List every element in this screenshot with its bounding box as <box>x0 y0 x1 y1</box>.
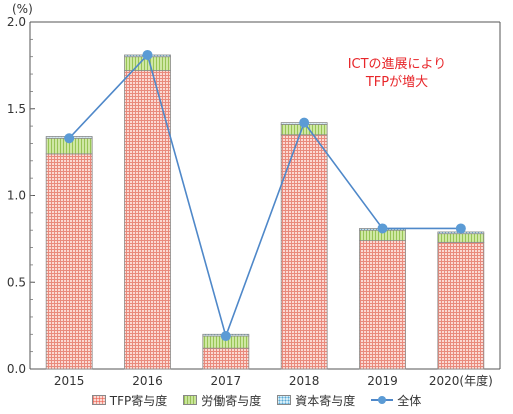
total-line-path <box>68 53 461 339</box>
y-tick-label: 1.0 <box>7 189 26 203</box>
legend-label-labor: 労働寄与度 <box>201 393 262 408</box>
x-unit-label: (年度) <box>459 373 492 388</box>
y-unit-label: (%) <box>12 2 33 16</box>
legend-item-labor: 労働寄与度 <box>183 392 261 409</box>
x-tick-label: 2016 <box>132 374 163 388</box>
x-tick-label: 2015 <box>54 374 85 388</box>
total-point <box>455 223 466 234</box>
x-tick-label: 2019 <box>367 374 398 388</box>
legend-item-capital: 資本寄与度 <box>277 392 355 409</box>
bars <box>45 54 485 370</box>
y-tick-label: 0.0 <box>7 362 26 376</box>
legend-label-tfp: TFP寄与度 <box>109 393 168 408</box>
total-point <box>220 331 231 342</box>
bar-tfp <box>202 347 250 370</box>
bar-tfp <box>359 240 406 370</box>
total-point <box>64 133 75 144</box>
total-point <box>377 223 388 234</box>
legend: TFP寄与度 労働寄与度 資本寄与度 全体 <box>0 389 513 411</box>
legend-swatch-tfp <box>91 395 106 405</box>
y-tick-label: 0.5 <box>7 275 26 289</box>
y-tick-label: 2.0 <box>7 15 26 29</box>
annotation-line-2: TFPが増大 <box>365 75 428 90</box>
legend-item-total: 全体 <box>371 392 421 409</box>
bar-tfp <box>280 134 328 370</box>
x-tick-label: 2018 <box>289 374 320 388</box>
legend-item-tfp: TFP寄与度 <box>91 392 168 409</box>
legend-swatch-capital <box>277 395 292 405</box>
axes: 0.0 0.5 1.0 1.5 2.0 2015 2016 2017 2018 2019 2020(… <box>7 15 501 388</box>
annotation-line-1: ICTの進展により <box>348 57 447 72</box>
bar-tfp <box>437 241 485 370</box>
total-line <box>64 49 466 342</box>
legend-swatch-total <box>371 395 394 405</box>
x-tick-label: 2017 <box>211 374 242 388</box>
x-tick-label: 2020(年度) <box>429 373 493 388</box>
bar-tfp <box>45 153 93 370</box>
bar-labor <box>437 233 485 243</box>
bar-tfp <box>124 70 171 370</box>
y-tick-label: 1.5 <box>7 102 26 116</box>
legend-label-capital: 資本寄与度 <box>295 393 356 408</box>
legend-swatch-labor <box>183 395 198 405</box>
legend-label-total: 全体 <box>397 393 422 408</box>
chart-area: (%) 0.0 0.5 1.0 1.5 2.0 2015 2016 2017 2018 2019 2… <box>7 2 501 388</box>
total-point <box>299 117 310 128</box>
total-point <box>142 49 153 60</box>
